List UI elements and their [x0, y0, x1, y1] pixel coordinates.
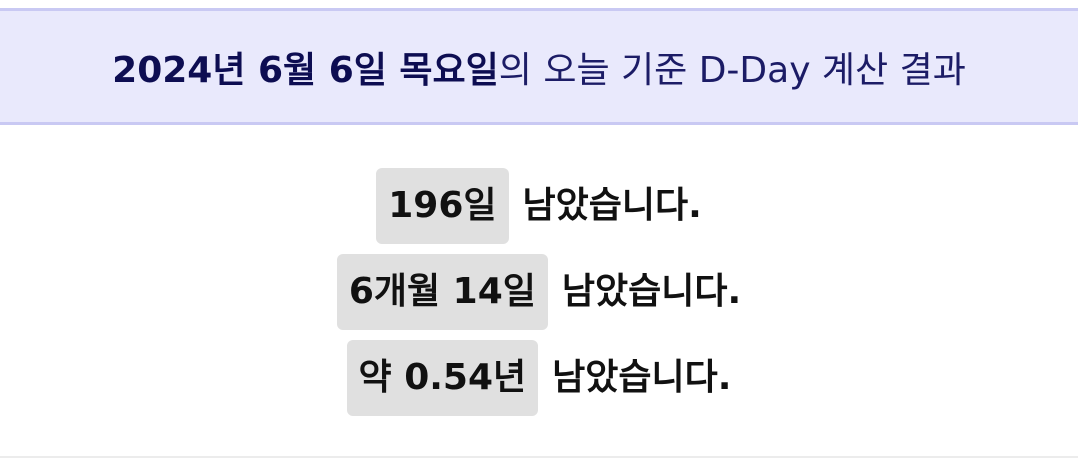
header-suffix: 의 오늘 기준 D-Day 계산 결과 [498, 49, 966, 91]
months-suffix: 남았습니다. [561, 271, 742, 312]
result-header: 2024년 6월 6일 목요일 의 오늘 기준 D-Day 계산 결과 [0, 8, 1078, 125]
years-suffix: 남았습니다. [552, 357, 732, 398]
result-list: 196일 남았습니다. 6개월 14일 남았습니다. 약 0.54년 남았습니다… [0, 168, 1078, 426]
days-suffix: 남았습니다. [522, 185, 702, 226]
days-value-badge: 196일 [376, 168, 509, 244]
result-row-days: 196일 남았습니다. [0, 168, 1078, 244]
result-row-months: 6개월 14일 남았습니다. [0, 254, 1078, 330]
header-date: 2024년 6월 6일 목요일 [112, 49, 499, 91]
months-value-badge: 6개월 14일 [336, 254, 548, 330]
years-value-badge: 약 0.54년 [346, 340, 539, 416]
result-row-years: 약 0.54년 남았습니다. [0, 340, 1078, 416]
